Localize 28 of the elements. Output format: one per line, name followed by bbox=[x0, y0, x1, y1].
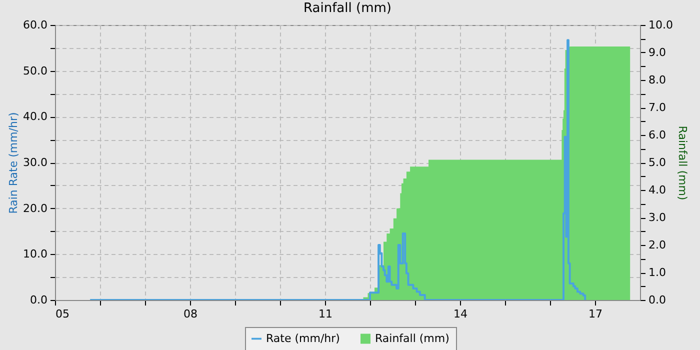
y-axis-title: Rain Rate (mm/hr) bbox=[7, 112, 20, 214]
y2-axis-title: Rainfall (mm) bbox=[676, 126, 689, 200]
legend-label: Rainfall (mm) bbox=[375, 332, 450, 345]
y-tick-label: 0.0 bbox=[30, 294, 48, 306]
y2-tick-label: 3.0 bbox=[648, 211, 666, 224]
x-tick-label: 08 bbox=[184, 308, 198, 320]
y-tick-label: 40.0 bbox=[23, 110, 48, 124]
chart-title: Rainfall (mm) bbox=[304, 1, 392, 16]
y-tick-label: 50.0 bbox=[23, 64, 48, 78]
y-tick-label: 60.0 bbox=[23, 18, 48, 32]
y-tick-label: 20.0 bbox=[23, 202, 48, 215]
y-tick-label: 10.0 bbox=[23, 248, 48, 261]
x-tick-label: 17 bbox=[588, 308, 602, 320]
x-tick-label: 05 bbox=[56, 308, 70, 320]
y2-tick-label: 6.0 bbox=[648, 128, 666, 142]
y2-tick-label: 9.0 bbox=[648, 46, 666, 59]
y2-tick-label: 5.0 bbox=[648, 156, 666, 169]
x-tick-label: 11 bbox=[318, 308, 332, 320]
y2-tick-label: 2.0 bbox=[648, 238, 666, 252]
y2-tick-label: 8.0 bbox=[648, 74, 666, 86]
y2-tick-label: 10.0 bbox=[648, 18, 673, 32]
y2-tick-label: 7.0 bbox=[648, 101, 666, 114]
y2-tick-label: 4.0 bbox=[648, 184, 666, 196]
y2-tick-label: 1.0 bbox=[648, 266, 666, 279]
legend-label: Rate (mm/hr) bbox=[266, 332, 340, 345]
x-tick-label: 14 bbox=[454, 308, 468, 320]
y2-tick-label: 0.0 bbox=[648, 294, 666, 306]
y-tick-label: 30.0 bbox=[23, 156, 48, 169]
